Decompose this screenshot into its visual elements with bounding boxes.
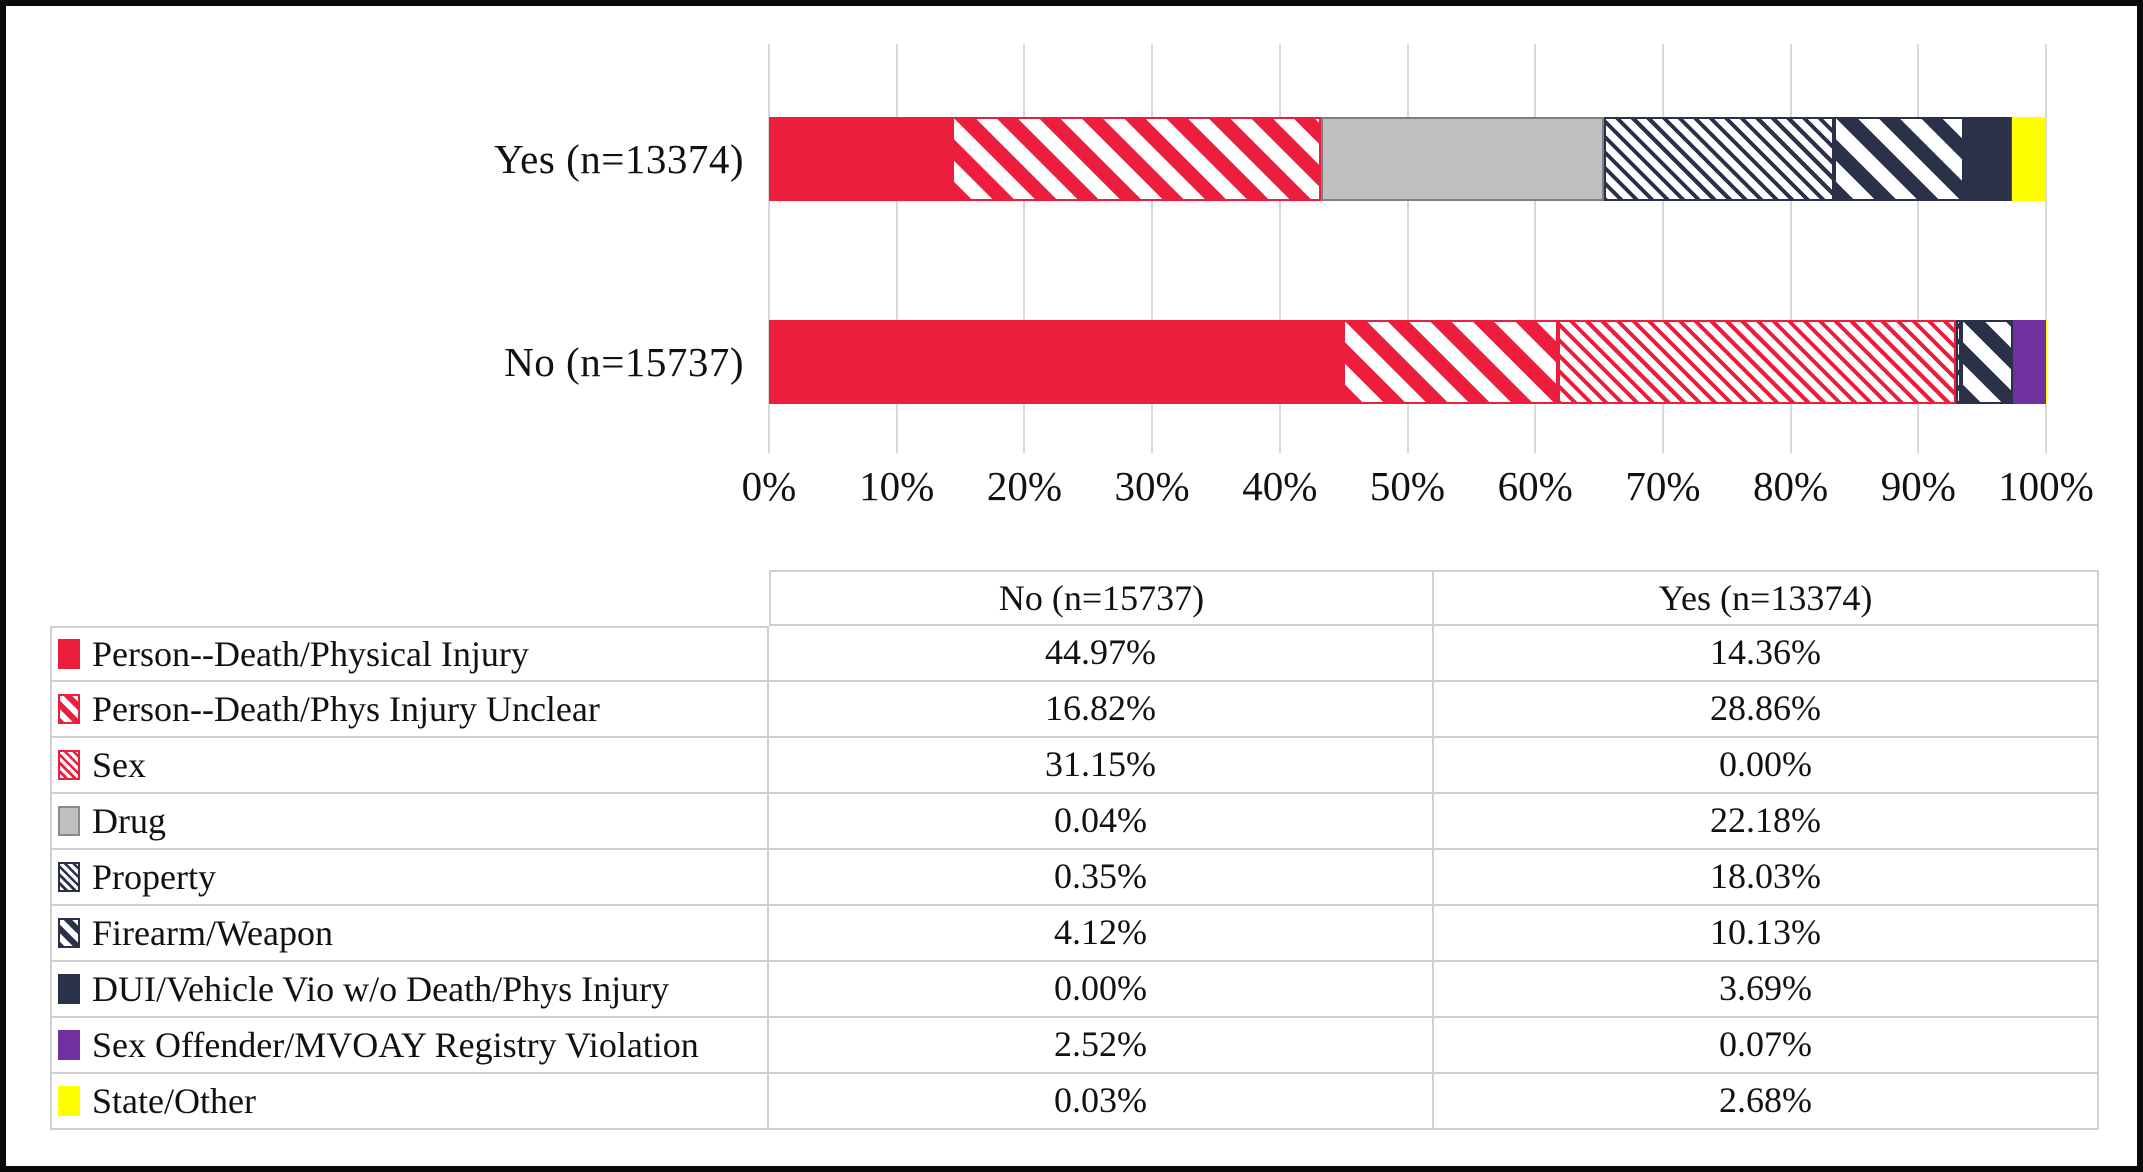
table-header-blank: [50, 570, 769, 626]
legend-swatch-person-death-physical-injury: [58, 639, 80, 669]
table-cell-yes: 22.18%: [1434, 794, 2099, 850]
bar-segment-firearm-weapon: [1834, 117, 1964, 201]
legend-label: Property: [92, 857, 216, 897]
table-row-label: Sex Offender/MVOAY Registry Violation: [50, 1018, 769, 1074]
table-cell-yes: 18.03%: [1434, 850, 2099, 906]
legend-swatch-sex-offender-mvoay-registry-violation: [58, 1030, 80, 1060]
x-tick-label: 30%: [1114, 463, 1190, 509]
bar-segment-person-death-phys-injury-unclear: [952, 117, 1321, 201]
table-cell-yes: 28.86%: [1434, 682, 2099, 738]
bar-segment-state-other: [2011, 117, 2046, 201]
table-row-label: Firearm/Weapon: [50, 906, 769, 962]
table-cell-yes: 14.36%: [1434, 626, 2099, 682]
x-tick-label: 60%: [1497, 463, 1573, 509]
gridline: [1151, 44, 1154, 453]
bar-label-yes: Yes (n=13374): [494, 136, 744, 182]
legend-swatch-dui-vehicle-vio-w-o-death-phys-injury: [58, 974, 80, 1004]
table-header-yes: Yes (n=13374): [1434, 570, 2099, 626]
bar-segment-sex-offender-mvoay-registry-violation: [2010, 117, 2012, 201]
legend-label: Sex Offender/MVOAY Registry Violation: [92, 1025, 699, 1065]
table-cell-no: 0.04%: [769, 794, 1434, 850]
gridline: [1406, 44, 1409, 453]
legend-label: Firearm/Weapon: [92, 913, 334, 953]
bar-yes: [769, 117, 2046, 201]
gridline: [1789, 44, 1792, 453]
x-tick-label: 20%: [986, 463, 1062, 509]
table-cell-yes: 10.13%: [1434, 906, 2099, 962]
table-row-label: Drug: [50, 794, 769, 850]
table-row-label: Property: [50, 850, 769, 906]
bar-label-no: No (n=15737): [504, 339, 744, 385]
x-tick-label: 0%: [741, 463, 797, 509]
bar-segment-person-death-physical-injury: [769, 117, 953, 201]
table-row-label: State/Other: [50, 1074, 769, 1130]
summary-table: No (n=15737) Yes (n=13374) Person--Death/P…: [50, 570, 2099, 1130]
x-tick-label: 70%: [1625, 463, 1701, 509]
x-tick-label: 50%: [1369, 463, 1446, 509]
table-cell-no: 16.82%: [769, 682, 1434, 738]
legend-label: State/Other: [92, 1081, 256, 1121]
x-tick-label: 90%: [1880, 463, 1956, 509]
table-cell-yes: 0.07%: [1434, 1018, 2099, 1074]
gridline: [1917, 44, 1920, 453]
legend-swatch-person-death-phys-injury-unclear: [58, 694, 80, 724]
bar-segment-drug: [1320, 117, 1605, 201]
bar-segment-sex-offender-mvoay-registry-violation: [2013, 320, 2046, 404]
bar-segment-person-death-physical-injury: [769, 320, 1344, 404]
gridline: [1661, 44, 1664, 453]
table-cell-no: 0.00%: [769, 962, 1434, 1018]
table-cell-yes: 0.00%: [1434, 738, 2099, 794]
table-cell-yes: 3.69%: [1434, 962, 2099, 1018]
gridline: [895, 44, 898, 453]
table-cell-no: 2.52%: [769, 1018, 1434, 1074]
legend-label: Sex: [92, 745, 146, 785]
table-header-no: No (n=15737): [769, 570, 1434, 626]
legend-swatch-property: [58, 862, 80, 892]
plot-area: [768, 44, 2047, 453]
legend-swatch-state-other: [58, 1086, 80, 1116]
x-tick-label: 40%: [1242, 463, 1318, 509]
table-cell-no: 4.12%: [769, 906, 1434, 962]
table-row-label: Person--Death/Physical Injury: [50, 626, 769, 682]
table-cell-no: 0.03%: [769, 1074, 1434, 1130]
gridline: [1278, 44, 1281, 453]
table-row-label: Person--Death/Phys Injury Unclear: [50, 682, 769, 738]
legend-label: DUI/Vehicle Vio w/o Death/Phys Injury: [92, 969, 670, 1009]
gridline: [1023, 44, 1026, 453]
bar-segment-sex: [1558, 320, 1956, 404]
x-tick-label: 10%: [859, 463, 935, 509]
bar-segment-property: [1604, 117, 1835, 201]
x-tick-label: 80%: [1753, 463, 1829, 509]
legend-swatch-sex: [58, 750, 80, 780]
legend-label: Drug: [92, 801, 166, 841]
bar-segment-person-death-phys-injury-unclear: [1343, 320, 1559, 404]
bar-segment-property: [1956, 320, 1961, 404]
legend-swatch-drug: [58, 806, 80, 836]
gridline: [768, 44, 770, 453]
table-row-label: Sex: [50, 738, 769, 794]
x-tick-label: 100%: [1998, 463, 2094, 509]
bar-segment-drug: [1955, 320, 1957, 404]
bar-no: [769, 320, 2046, 404]
bar-segment-firearm-weapon: [1960, 320, 2014, 404]
legend-label: Person--Death/Phys Injury Unclear: [92, 689, 600, 729]
table-cell-yes: 2.68%: [1434, 1074, 2099, 1130]
table-cell-no: 0.35%: [769, 850, 1434, 906]
gridline: [2045, 44, 2047, 453]
table-cell-no: 31.15%: [769, 738, 1434, 794]
gridline: [1534, 44, 1537, 453]
legend-label: Person--Death/Physical Injury: [92, 634, 529, 674]
bar-segment-dui-vehicle-vio-w-o-death-phys-injury: [1963, 117, 2011, 201]
table-row-label: DUI/Vehicle Vio w/o Death/Phys Injury: [50, 962, 769, 1018]
table-cell-no: 44.97%: [769, 626, 1434, 682]
legend-swatch-firearm-weapon: [58, 918, 80, 948]
